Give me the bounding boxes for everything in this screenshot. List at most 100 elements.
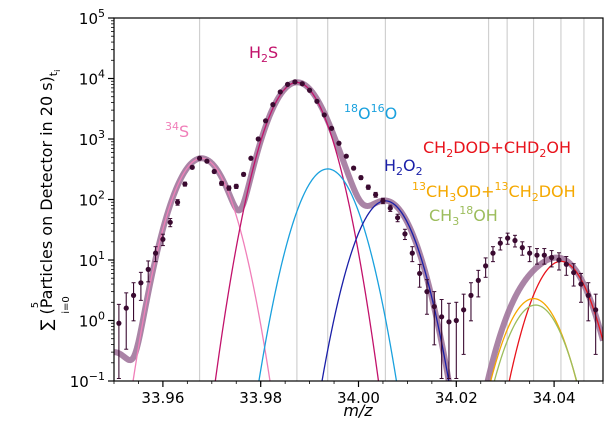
x-axis-label: m/z — [343, 401, 373, 420]
data-point — [358, 175, 364, 181]
label-H2O2: H2O2 — [384, 156, 423, 178]
data-point — [541, 252, 547, 258]
data-point — [395, 215, 401, 221]
component-curve-13CH3OD-13CH2DOH — [490, 297, 578, 381]
data-point — [255, 136, 261, 142]
data-point — [512, 237, 518, 244]
data-point — [387, 205, 393, 211]
data-point — [409, 250, 415, 256]
label-13CH3OD-13CH2DOH: 13CH3OD+13CH2DOH — [412, 180, 576, 204]
data-point — [233, 183, 239, 189]
data-point — [248, 155, 254, 161]
data-point — [277, 89, 283, 95]
data-point — [527, 250, 533, 256]
data-point — [152, 250, 159, 256]
data-point — [116, 320, 122, 326]
data-point — [314, 98, 320, 104]
data-point — [571, 269, 577, 276]
x-tick-label: 33.98 — [239, 389, 282, 407]
y-axis-label: ∑ (Particles on Detector in 20 s)ti 5 i=… — [30, 70, 72, 331]
label-18O16O: 18O16O — [344, 102, 397, 123]
data-point — [299, 81, 305, 87]
data-point — [204, 158, 210, 164]
y-tick-label: 103 — [79, 128, 105, 149]
data-point — [130, 292, 137, 298]
data-point — [182, 181, 188, 187]
y-tick-label: 10−1 — [70, 370, 105, 391]
data-point — [167, 219, 173, 225]
component-curve-CH2DOD-CHD2OH — [508, 260, 603, 381]
data-point — [329, 125, 335, 131]
data-point — [307, 87, 313, 93]
data-point — [585, 292, 591, 298]
data-point — [490, 250, 496, 256]
component-curve-H2O2 — [321, 200, 450, 381]
data-point — [284, 81, 291, 87]
component-curve-18O16O — [258, 168, 398, 381]
data-point — [468, 292, 474, 298]
data-point — [189, 164, 195, 170]
data-point — [196, 155, 203, 161]
data-point — [343, 153, 349, 159]
data-point — [549, 254, 555, 261]
svg-text:∑ (Particles on Detector in 20: ∑ (Particles on Detector in 20 s)ti — [37, 70, 62, 331]
data-point — [138, 280, 144, 286]
data-point — [519, 245, 525, 251]
svg-text:i=0: i=0 — [61, 296, 72, 314]
data-point — [534, 252, 540, 258]
data-points — [116, 79, 599, 379]
data-point — [439, 314, 445, 320]
data-point — [218, 180, 225, 186]
data-point — [556, 257, 562, 263]
data-point — [483, 263, 489, 269]
fit-curves — [114, 79, 603, 381]
data-point — [145, 266, 151, 272]
data-point — [211, 168, 217, 175]
y-tick-label: 104 — [79, 68, 105, 89]
data-point — [270, 102, 276, 108]
data-point — [402, 231, 408, 237]
label-H2S: H2S — [249, 43, 278, 65]
data-point — [240, 171, 247, 177]
data-point — [380, 198, 386, 204]
data-point — [417, 270, 423, 277]
y-tick-label: 105 — [79, 7, 105, 28]
component-curve-H2S — [214, 81, 380, 381]
data-point — [431, 303, 437, 310]
data-point — [461, 307, 467, 313]
data-point — [321, 112, 327, 118]
x-tick-label: 33.96 — [141, 389, 184, 407]
data-point — [336, 140, 342, 146]
label-CH3-18OH: CH318OH — [429, 204, 498, 228]
x-tick-label: 34.02 — [435, 389, 478, 407]
component-curve-34S — [132, 157, 271, 381]
data-point — [578, 281, 584, 287]
data-point — [424, 289, 430, 295]
data-point — [475, 277, 481, 284]
data-point — [505, 235, 511, 241]
data-point — [123, 305, 129, 311]
y-tick-label: 102 — [79, 189, 105, 210]
data-point — [351, 165, 357, 171]
svg-text:5: 5 — [30, 302, 41, 308]
data-point — [563, 261, 569, 267]
data-point — [373, 192, 379, 198]
label-34S: 34S — [165, 120, 189, 141]
data-point — [365, 184, 371, 190]
x-tick-label: 34.00 — [337, 389, 380, 407]
reference-lines — [198, 18, 585, 381]
x-axis: 33.96 33.98 34.00 34.02 34.04 — [113, 381, 604, 407]
data-point — [593, 307, 599, 313]
data-point — [226, 185, 232, 191]
x-tick-label: 34.04 — [533, 389, 576, 407]
y-tick-label: 101 — [79, 249, 105, 270]
y-tick-label: 100 — [79, 310, 105, 331]
data-point — [446, 319, 452, 325]
data-point — [174, 199, 181, 205]
data-point — [453, 317, 459, 324]
label-CH2DOD-CHD2OH: CH2DOD+CHD2OH — [423, 138, 571, 160]
data-point — [292, 79, 298, 85]
component-curve-CH3-18OH — [493, 304, 578, 381]
data-point — [497, 240, 503, 246]
